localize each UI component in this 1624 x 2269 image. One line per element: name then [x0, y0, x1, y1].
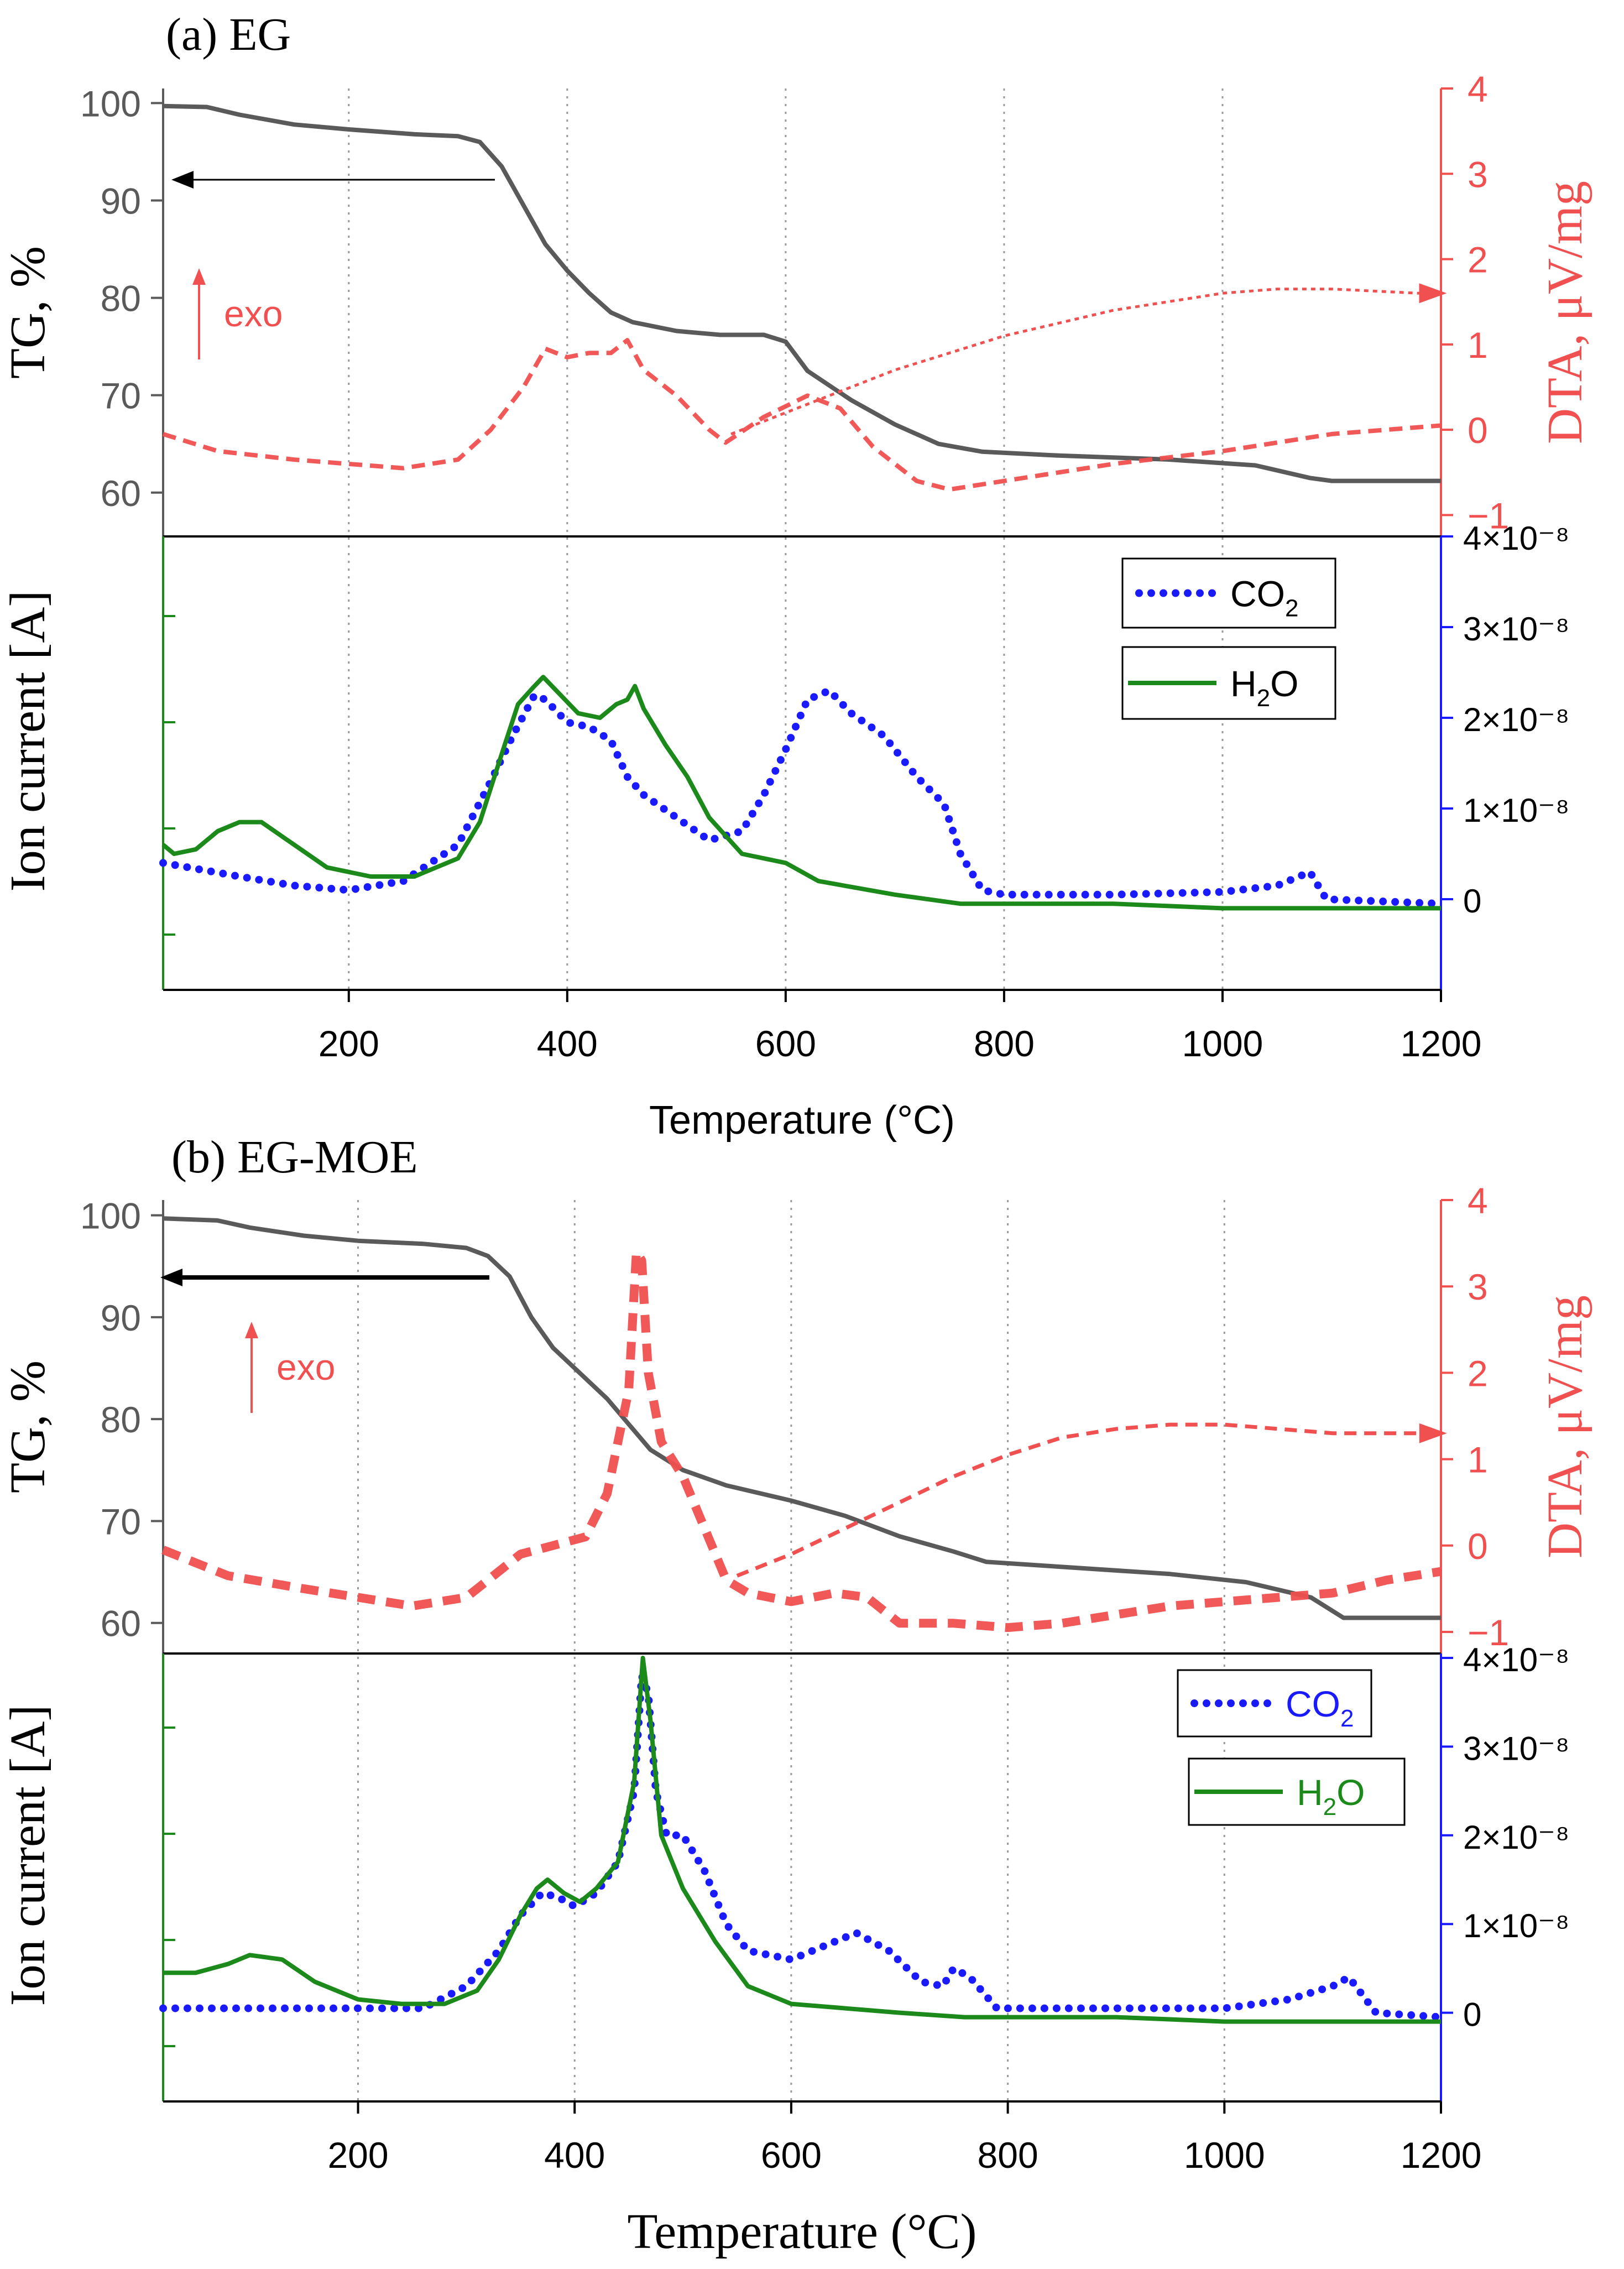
dta-tick-label: 1 [1468, 1439, 1488, 1480]
tg-series-line [163, 103, 1441, 483]
ion-tick-label: 2×10⁻⁸ [1463, 701, 1569, 738]
ion-tick-label: 3×10⁻⁸ [1463, 611, 1569, 648]
dta-tick-label: 3 [1468, 154, 1488, 195]
exo-arrowhead [245, 1322, 258, 1338]
x-axis-label: Temperature (°C) [628, 2204, 977, 2259]
tg-tick-label: 100 [80, 1196, 141, 1237]
ion-tick-label: 1×10⁻⁸ [1463, 1907, 1569, 1944]
ion-tick-label: 0 [1463, 1996, 1481, 2033]
x-tick-label: 800 [978, 2135, 1038, 2176]
x-tick-label: 200 [327, 2135, 388, 2176]
ion-tick-label: 4×10⁻⁸ [1463, 520, 1569, 557]
x-tick-label: 1200 [1401, 2135, 1482, 2176]
legend-label-main: CO [1286, 1683, 1340, 1724]
x-tick-label: 1000 [1182, 1023, 1263, 1064]
ion-axis-label: Ion current [A] [1, 591, 55, 892]
dta-series-line [161, 1247, 1442, 1632]
legend-label-sub: 2 [1257, 685, 1270, 712]
panel-a: (a) EG 60 70 80 90 100 TG, % −1 0 1 2 3 4 DTA, μV/mg e… [1, 9, 1592, 1143]
panel-title: (a) EG [166, 9, 291, 60]
tg-arrowhead [160, 1269, 182, 1286]
dta-baseline-line [736, 1422, 1419, 1578]
legend-co2-label: CO2 [1230, 573, 1298, 622]
co2-series-line [159, 686, 1445, 908]
ion-tick-label: 2×10⁻⁸ [1463, 1819, 1569, 1856]
ion-tick-label: 1×10⁻⁸ [1463, 792, 1569, 829]
panel-b: (b) EG-MOE 60 70 80 90 100 TG, % −1 0 1 2 3 4 DTA, μV… [1, 1131, 1592, 2259]
exo-label: exo [224, 293, 283, 334]
dta-tick-label: 4 [1468, 69, 1488, 109]
dta-arrowhead [1419, 283, 1447, 304]
dta-tick-label: 0 [1468, 410, 1488, 451]
x-tick-label: 600 [761, 2135, 822, 2176]
tg-series-line [163, 1216, 1441, 1620]
tg-axis-label: TG, % [1, 246, 55, 379]
x-axis-label: Temperature (°C) [649, 1098, 955, 1143]
legend-h2o-label: H2O [1230, 663, 1299, 712]
dta-series-line [162, 338, 1442, 492]
legend-label-sub: 2 [1340, 1705, 1354, 1732]
tg-tick-label: 80 [101, 1399, 141, 1440]
dta-tick-label: −1 [1468, 1612, 1509, 1653]
dta-tick-label: 0 [1468, 1526, 1488, 1567]
legend-label-main: H [1230, 663, 1257, 704]
ion-tick-label: 4×10⁻⁸ [1463, 1641, 1569, 1678]
ion-axis-label: Ion current [A] [1, 1705, 55, 2006]
legend-h2o-label: H2O [1297, 1772, 1365, 1821]
tg-axis-label: TG, % [1, 1360, 55, 1493]
x-tick-label: 600 [755, 1023, 816, 1064]
dta-axis-label: DTA, μV/mg [1538, 181, 1592, 444]
legend-label-tail: O [1336, 1772, 1365, 1813]
legend-label-sub: 2 [1285, 595, 1298, 622]
ion-tick-label: 3×10⁻⁸ [1463, 1730, 1569, 1767]
h2o-series-line [161, 675, 1441, 911]
dta-arrowhead [1419, 1423, 1447, 1443]
exo-label: exo [276, 1347, 335, 1388]
dta-tick-label: 2 [1468, 239, 1488, 280]
tg-tick-label: 80 [101, 278, 141, 319]
tg-tick-label: 100 [80, 83, 141, 124]
tg-tick-label: 70 [101, 375, 141, 416]
tg-arrowhead [171, 171, 194, 189]
exo-arrowhead [192, 268, 206, 285]
legend-co2-label: CO2 [1286, 1683, 1354, 1732]
dta-tick-label: 4 [1468, 1180, 1488, 1221]
legend-label-sub: 2 [1323, 1793, 1336, 1821]
legend-box [1121, 557, 1336, 629]
tg-tick-label: 70 [101, 1501, 141, 1542]
h2o-series-line [163, 1656, 1441, 2024]
x-tick-label: 200 [318, 1023, 379, 1064]
tg-tick-label: 90 [101, 1297, 141, 1338]
legend-label-main: CO [1230, 573, 1285, 614]
dta-tick-label: 2 [1468, 1353, 1488, 1394]
dta-axis-label: DTA, μV/mg [1538, 1295, 1592, 1558]
ion-tick-label: 0 [1463, 883, 1481, 920]
dta-tick-label: 3 [1468, 1266, 1488, 1307]
x-tick-label: 400 [537, 1023, 598, 1064]
tg-tick-label: 60 [101, 473, 141, 514]
dta-tick-label: 1 [1468, 325, 1488, 366]
x-tick-label: 1200 [1401, 1023, 1482, 1064]
x-tick-label: 1000 [1184, 2135, 1265, 2176]
dta-tick-label: −1 [1468, 495, 1509, 536]
panel-title: (b) EG-MOE [171, 1131, 418, 1183]
x-tick-label: 400 [544, 2135, 605, 2176]
x-tick-label: 800 [974, 1023, 1035, 1064]
dta-baseline-line [730, 288, 1419, 436]
tg-tick-label: 90 [101, 181, 141, 222]
legend-label-main: H [1297, 1772, 1323, 1813]
legend-label-tail: O [1270, 663, 1298, 704]
tg-tick-label: 60 [101, 1603, 141, 1644]
